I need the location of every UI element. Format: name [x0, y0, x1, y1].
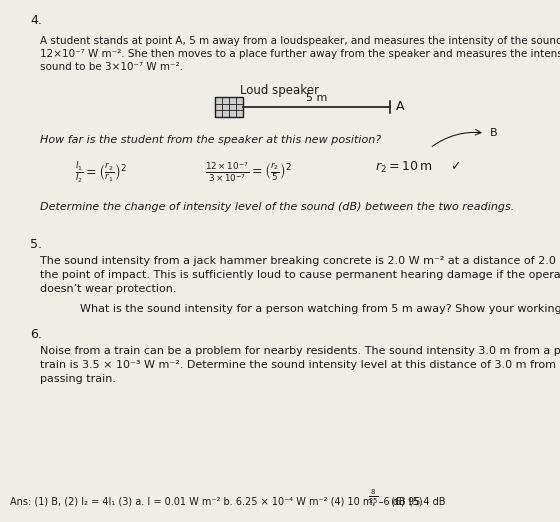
Text: Ans: (1) B, (2) I₂ = 4I₁ (3) a. I = 0.01 W m⁻² b. 6.25 × 10⁻⁴ W m⁻² (4) 10 m, –6: Ans: (1) B, (2) I₂ = 4I₁ (3) a. I = 0.01… — [10, 496, 426, 506]
Text: Noise from a train can be a problem for nearby residents. The sound intensity 3.: Noise from a train can be a problem for … — [40, 346, 560, 356]
Text: How far is the student from the speaker at this new position?: How far is the student from the speaker … — [40, 135, 381, 145]
Text: sound to be 3×10⁻⁷ W m⁻².: sound to be 3×10⁻⁷ W m⁻². — [40, 62, 183, 72]
Text: the point of impact. This is sufficiently loud to cause permanent hearing damage: the point of impact. This is sufficientl… — [40, 270, 560, 280]
Text: $\frac{8}{25}$: $\frac{8}{25}$ — [368, 488, 379, 506]
Text: $\frac{12 \times 10^{-7}}{3 \times 10^{-7}} = \left(\frac{r_2}{5}\right)^2$: $\frac{12 \times 10^{-7}}{3 \times 10^{-… — [205, 160, 292, 184]
Text: B: B — [490, 128, 498, 138]
Text: ✓: ✓ — [450, 160, 460, 173]
Text: $\frac{I_1}{I_2} = \left(\frac{r_2}{r_1}\right)^2$: $\frac{I_1}{I_2} = \left(\frac{r_2}{r_1}… — [75, 160, 127, 185]
Text: 12×10⁻⁷ W m⁻². She then moves to a place further away from the speaker and measu: 12×10⁻⁷ W m⁻². She then moves to a place… — [40, 49, 560, 59]
Text: Determine the change of intensity level of the sound (dB) between the two readin: Determine the change of intensity level … — [40, 202, 514, 212]
Text: passing train.: passing train. — [40, 374, 116, 384]
Text: A: A — [396, 101, 404, 113]
Text: 5.: 5. — [30, 238, 42, 251]
Text: The sound intensity from a jack hammer breaking concrete is 2.0 W m⁻² at a dista: The sound intensity from a jack hammer b… — [40, 256, 560, 266]
Text: Loud speaker: Loud speaker — [240, 84, 320, 97]
Text: 5 m: 5 m — [306, 93, 327, 103]
Text: train is 3.5 × 10⁻³ W m⁻². Determine the sound intensity level at this distance : train is 3.5 × 10⁻³ W m⁻². Determine the… — [40, 360, 560, 370]
Text: A student stands at point A, 5 m away from a loudspeaker, and measures the inten: A student stands at point A, 5 m away fr… — [40, 36, 560, 46]
Text: (6) 95.4 dB: (6) 95.4 dB — [388, 496, 446, 506]
Text: 6.: 6. — [30, 328, 42, 341]
Text: What is the sound intensity for a person watching from 5 m away? Show your worki: What is the sound intensity for a person… — [80, 304, 560, 314]
Text: doesn’t wear protection.: doesn’t wear protection. — [40, 284, 176, 294]
Bar — [215, 97, 243, 117]
Text: 4.: 4. — [30, 14, 42, 27]
Text: $r_2 = 10\,\mathrm{m}$: $r_2 = 10\,\mathrm{m}$ — [375, 160, 432, 175]
